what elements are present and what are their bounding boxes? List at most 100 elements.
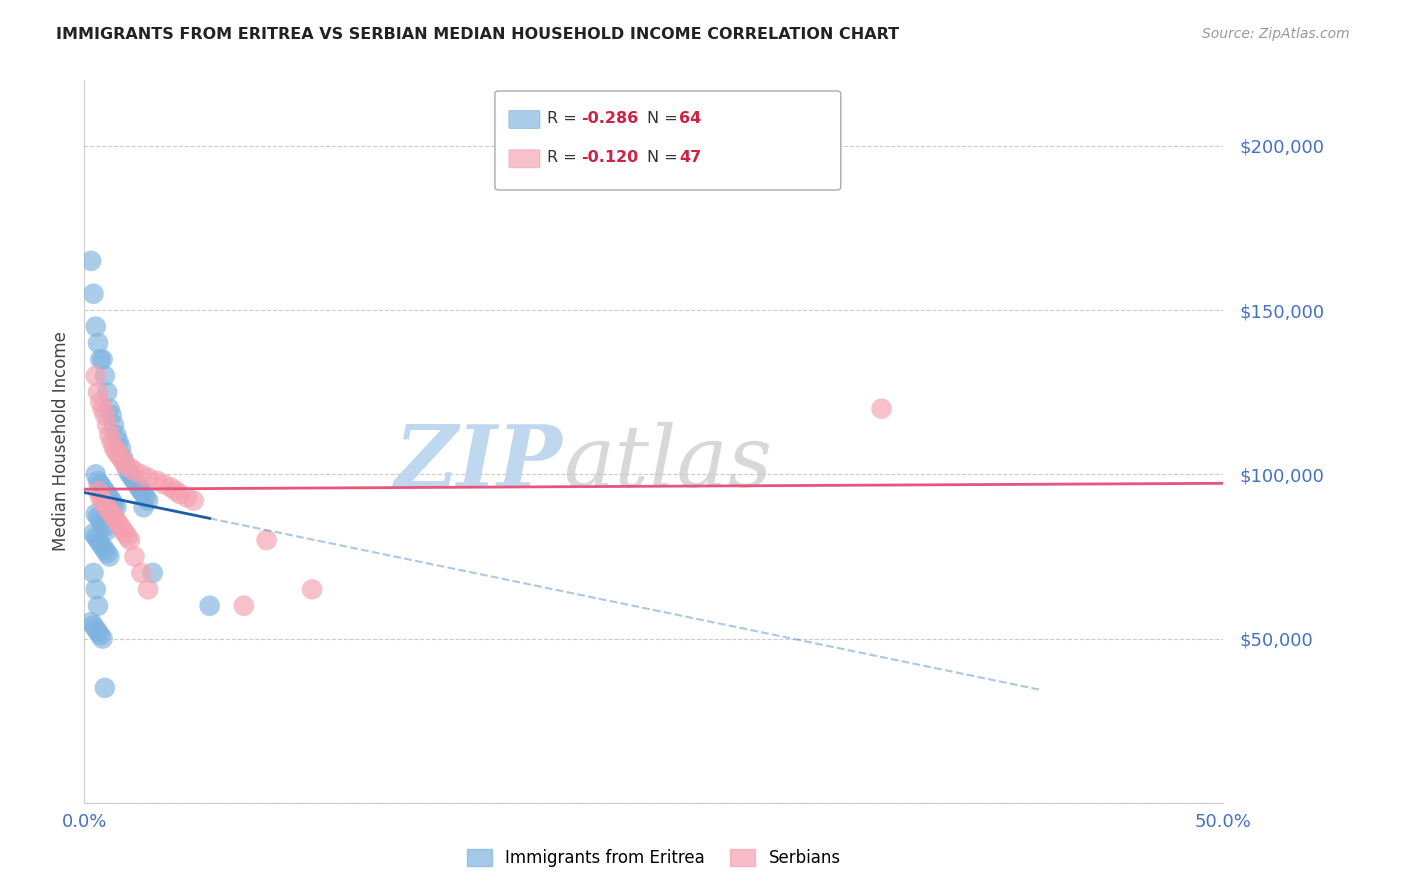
Point [100,507,122,521]
Point [84,467,107,482]
Point [870,401,893,416]
Point [87,510,110,524]
Point [82,618,104,632]
Point [98,503,121,517]
Point [160,481,183,495]
Legend: Immigrants from Eritrea, Serbians: Immigrants from Eritrea, Serbians [460,842,848,874]
Point [110,450,132,465]
Point [301,582,323,597]
Point [96,500,118,515]
Point [124,549,146,564]
Point [87,385,110,400]
Point [110,441,132,455]
Text: 64: 64 [679,112,702,126]
Point [89,395,111,409]
Point [84,368,107,383]
Point [103,418,125,433]
Point [117,530,139,544]
Point [131,483,153,498]
Point [131,483,153,498]
Point [87,483,110,498]
Point [136,493,159,508]
Point [117,464,139,478]
Point [169,487,191,501]
Point [107,516,129,531]
Point [232,599,254,613]
Point [91,481,114,495]
Point [121,471,143,485]
Point [82,566,104,580]
Point [136,582,159,597]
Point [87,533,110,547]
Point [91,632,114,646]
Point [89,536,111,550]
Point [114,526,136,541]
Point [153,477,176,491]
Point [87,474,110,488]
Text: -0.286: -0.286 [581,112,638,126]
Point [132,487,155,501]
Point [146,474,169,488]
Point [91,401,114,416]
Point [89,477,111,491]
Point [96,487,118,501]
Point [103,497,125,511]
Point [136,471,159,485]
Text: N =: N = [647,151,683,165]
Point [89,352,111,367]
Text: R =: R = [547,151,582,165]
Point [98,401,121,416]
Point [94,483,117,498]
Point [84,622,107,636]
Point [84,530,107,544]
Point [114,458,136,472]
Point [91,516,114,531]
Point [198,599,221,613]
Point [80,615,103,630]
Point [105,513,128,527]
Point [118,460,141,475]
Point [94,520,117,534]
Point [84,319,107,334]
Point [105,444,128,458]
Point [183,493,205,508]
Point [96,385,118,400]
Text: IMMIGRANTS FROM ERITREA VS SERBIAN MEDIAN HOUSEHOLD INCOME CORRELATION CHART: IMMIGRANTS FROM ERITREA VS SERBIAN MEDIA… [56,27,900,42]
Text: 47: 47 [679,151,702,165]
Point [100,409,122,423]
Point [103,510,125,524]
Point [94,542,117,557]
Point [96,418,118,433]
Point [84,582,107,597]
Point [256,533,278,547]
Point [125,477,148,491]
Point [118,467,141,482]
Y-axis label: Median Household Income: Median Household Income [52,332,70,551]
Point [110,520,132,534]
Point [94,368,117,383]
Point [94,681,117,695]
Point [124,474,146,488]
Point [114,458,136,472]
Point [96,523,118,537]
Point [87,625,110,640]
Point [107,448,129,462]
Point [105,500,128,515]
Point [91,352,114,367]
Point [82,526,104,541]
Point [100,434,122,449]
Point [105,428,128,442]
Point [135,491,157,505]
Text: ZIP: ZIP [395,421,562,505]
Point [89,628,111,642]
Point [142,566,165,580]
Point [98,549,121,564]
Point [118,533,141,547]
Point [131,566,153,580]
Point [98,428,121,442]
Point [131,467,153,482]
Point [91,540,114,554]
Point [94,409,117,423]
Point [87,599,110,613]
Text: Source: ZipAtlas.com: Source: ZipAtlas.com [1202,27,1350,41]
